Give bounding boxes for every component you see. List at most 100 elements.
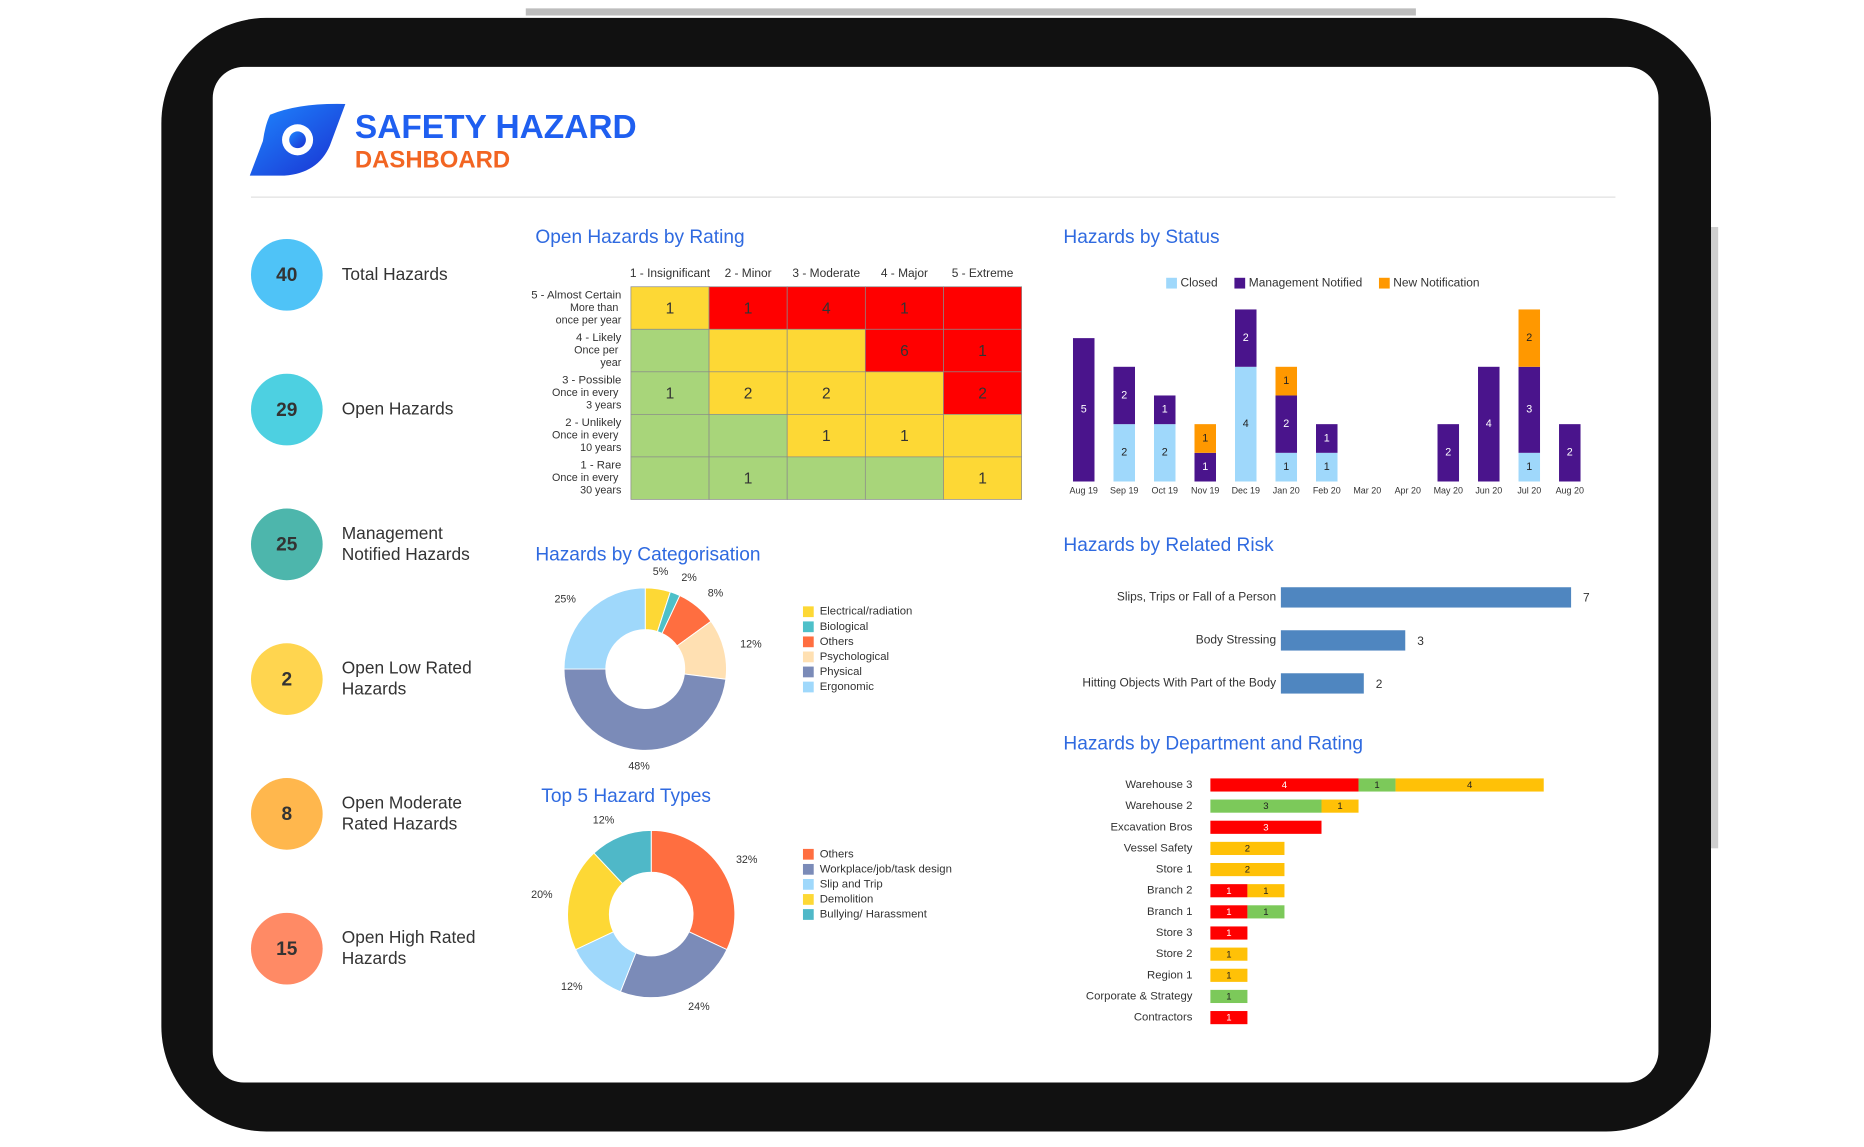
bar xyxy=(1275,452,1298,482)
bar-label: 1 xyxy=(1226,970,1231,981)
kpi-label: Management Notified Hazards xyxy=(342,522,470,563)
cell-value: 1 xyxy=(744,470,753,487)
heatmap-cell xyxy=(708,456,788,500)
legend-label: Physical xyxy=(820,666,862,678)
kpi-value: 25 xyxy=(276,535,298,556)
legend-swatch xyxy=(802,909,814,920)
bar-label: 1 xyxy=(1202,432,1208,444)
slice-label: 48% xyxy=(628,761,650,773)
kpi-badge xyxy=(250,508,323,581)
kpi-label: Open Hazards xyxy=(342,398,454,418)
bar-label: 1 xyxy=(1226,886,1231,897)
bar xyxy=(1210,947,1248,961)
bar-label: 1 xyxy=(1226,907,1231,918)
legend-swatch xyxy=(1234,277,1246,289)
y-tick-label: Warehouse 2 xyxy=(1125,800,1192,812)
slice-label: 12% xyxy=(593,815,615,827)
heatmap-cell xyxy=(864,456,944,500)
donut-slice xyxy=(563,587,646,670)
bar xyxy=(1280,587,1572,608)
kpi-value: 2 xyxy=(281,669,292,690)
x-tick-label: Aug 20 xyxy=(1556,485,1584,495)
kpi-badge xyxy=(250,238,323,311)
cell-value: 4 xyxy=(822,300,831,317)
bar-label: 2 xyxy=(1121,447,1127,459)
legend-swatch xyxy=(802,606,814,618)
bar xyxy=(1210,820,1322,834)
bar xyxy=(1194,452,1217,482)
column-label: 3 - Moderate xyxy=(792,266,860,280)
bar xyxy=(1478,366,1500,482)
legend-label: Others xyxy=(820,636,854,648)
heatmap-cell xyxy=(943,413,1022,458)
bar xyxy=(1247,905,1285,919)
heatmap-cell xyxy=(943,286,1022,330)
row-description: More than once per year xyxy=(556,302,622,327)
slice-label: 12% xyxy=(561,981,583,993)
legend-label: Slip and Trip xyxy=(820,878,883,890)
heatmap-cell xyxy=(630,456,710,500)
kpi-badge xyxy=(250,912,323,985)
bar xyxy=(1275,366,1298,396)
bar-label: 1 xyxy=(1374,780,1379,791)
bar xyxy=(1275,395,1298,453)
kpi-badge xyxy=(250,373,323,446)
cell-value: 1 xyxy=(978,470,987,487)
bar-label: 2 xyxy=(1245,865,1250,876)
bar-label: 1 xyxy=(1526,461,1532,473)
y-tick-label: Region 1 xyxy=(1147,969,1192,981)
heatmap-cell xyxy=(943,328,1022,373)
bar-label: 1 xyxy=(1202,461,1208,473)
bar xyxy=(1210,799,1322,813)
bar-label: 2 xyxy=(1445,447,1451,459)
y-tick-label: Corporate & Strategy xyxy=(1086,990,1193,1002)
x-tick-label: Mar 20 xyxy=(1353,485,1381,495)
bar xyxy=(1210,778,1359,792)
kpi-badge xyxy=(250,643,323,715)
bar xyxy=(1518,309,1541,367)
legend-swatch xyxy=(1166,277,1177,289)
heatmap-cell xyxy=(786,328,866,373)
row-description: Once in every 10 years xyxy=(552,429,621,454)
bar-label: 2 xyxy=(1376,677,1383,691)
logo xyxy=(289,131,306,149)
y-tick-label: Vessel Safety xyxy=(1124,842,1193,854)
bar xyxy=(1518,366,1541,453)
bar-label: 7 xyxy=(1583,591,1590,605)
bar xyxy=(1210,1011,1248,1025)
legend-swatch xyxy=(802,863,814,875)
slice-label: 20% xyxy=(531,889,553,901)
donut-slice xyxy=(593,829,652,885)
bar-label: 1 xyxy=(1324,461,1330,473)
heatmap-cell xyxy=(786,456,866,500)
legend-label: Workplace/job/task design xyxy=(820,863,952,875)
bar xyxy=(1194,424,1217,453)
bar-label: 2 xyxy=(1121,389,1127,401)
chart-title: Open Hazards by Rating xyxy=(535,227,744,248)
slice-label: 24% xyxy=(688,1001,710,1013)
bar xyxy=(1113,366,1135,425)
legend-swatch xyxy=(802,879,814,890)
chart-title: Hazards by Categorisation xyxy=(535,545,760,566)
bar xyxy=(1153,395,1176,425)
heatmap-cell xyxy=(864,328,944,373)
row-label: 2 - Unlikely xyxy=(565,417,621,429)
column-label: 2 - Minor xyxy=(725,266,772,280)
bar-label: 2 xyxy=(1283,418,1289,430)
bar-label: 1 xyxy=(1337,801,1342,812)
bar-label: 2 xyxy=(1162,447,1168,459)
x-tick-label: Oct 19 xyxy=(1152,485,1178,495)
legend-swatch xyxy=(802,681,814,693)
bar-label: 3 xyxy=(1263,801,1268,812)
row-label: 1 - Rare xyxy=(580,460,621,472)
kpi-value: 29 xyxy=(276,400,297,421)
row-description: Once in every 30 years xyxy=(552,472,621,497)
x-tick-label: Jun 20 xyxy=(1475,485,1502,495)
bar xyxy=(1234,366,1257,482)
device-shadow xyxy=(525,8,1416,16)
chart-title: Hazards by Department and Rating xyxy=(1063,733,1363,754)
kpi-label: Open Moderate Rated Hazards xyxy=(342,792,467,833)
cell-value: 1 xyxy=(744,300,753,317)
kpi-label: Open High Rated Hazards xyxy=(342,927,481,968)
bar-label: 1 xyxy=(1226,992,1231,1003)
